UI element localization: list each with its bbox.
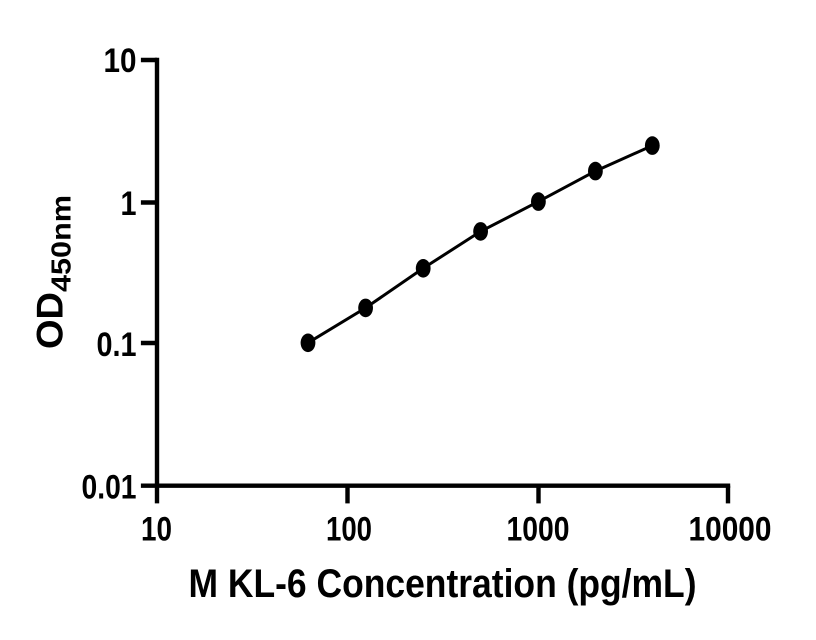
svg-text:M KL-6 Concentration (pg/mL): M KL-6 Concentration (pg/mL) <box>189 562 697 606</box>
svg-text:0.01: 0.01 <box>82 468 137 506</box>
svg-text:450nm: 450nm <box>45 195 76 292</box>
svg-text:0.1: 0.1 <box>97 326 137 364</box>
svg-text:10: 10 <box>104 42 137 80</box>
svg-text:100: 100 <box>326 511 372 549</box>
svg-text:1000: 1000 <box>507 511 570 549</box>
svg-text:10000: 10000 <box>689 511 772 549</box>
svg-text:10: 10 <box>141 511 172 549</box>
svg-text:OD: OD <box>30 292 71 349</box>
svg-text:1: 1 <box>121 185 137 223</box>
